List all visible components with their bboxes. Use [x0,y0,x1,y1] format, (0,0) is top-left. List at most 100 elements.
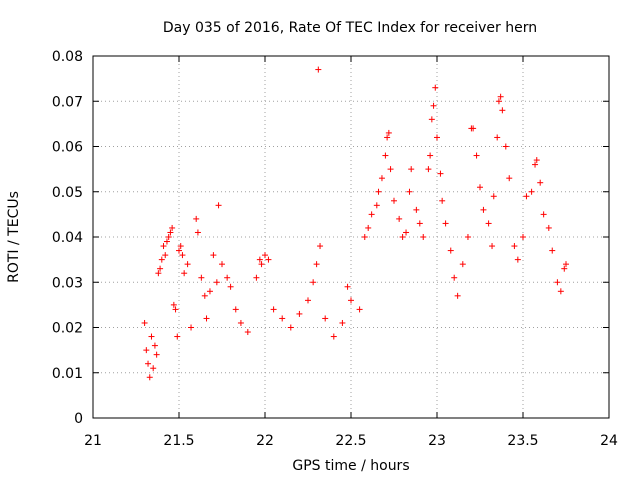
data-point [384,134,391,141]
data-point [310,279,317,286]
data-point [344,283,351,290]
data-point [143,347,150,354]
data-point [447,247,454,254]
data-point [206,288,213,295]
data-point [305,297,311,304]
data-point [172,306,179,313]
data-point [213,279,220,286]
data-point [201,292,208,299]
data-point [391,197,397,204]
data-point [477,184,483,191]
data-point [315,66,322,73]
data-point [563,261,569,268]
data-point [262,252,268,259]
data-point [375,188,382,195]
data-point [499,107,506,114]
data-point [227,283,234,290]
data-point [454,292,461,299]
data-point [151,342,158,349]
data-point [177,243,184,250]
data-point [382,152,389,159]
data-point [169,224,176,231]
data-point [174,333,181,340]
data-point [296,310,303,317]
data-point [317,243,324,250]
data-point [146,374,153,381]
data-point [356,306,363,313]
data-point [385,129,392,136]
data-point [373,202,380,209]
data-point [256,256,263,263]
data-point [464,234,471,240]
x-axis-label: GPS time / hours [292,458,409,474]
data-point [497,93,504,100]
x-tick-label: 21.5 [163,433,194,449]
data-point [545,224,552,231]
data-point [549,247,556,254]
data-point [198,274,205,281]
data-point [470,125,477,132]
data-point [348,297,354,304]
data-point [253,274,260,281]
data-point [387,166,394,173]
y-axis-label: ROTI / TECUs [6,191,22,283]
data-point [188,324,195,331]
data-point [167,229,174,236]
data-point [163,238,170,245]
data-point [557,288,564,295]
data-point [170,301,177,308]
y-tick-label: 0.03 [52,275,83,291]
data-point [399,234,406,240]
data-point [270,306,277,313]
data-point [193,215,200,222]
data-point [533,157,540,164]
data-point [442,220,449,227]
data-point [485,220,492,227]
data-point [184,261,191,268]
data-point [528,188,535,195]
data-point [165,234,172,240]
data-point [430,102,437,109]
data-point [157,265,164,272]
y-tick-label: 0.05 [52,185,83,201]
data-point [523,193,530,200]
data-point [210,252,217,259]
data-point [494,134,501,141]
data-point [537,179,544,186]
data-point [153,351,160,358]
data-point [145,360,152,367]
data-point [150,365,157,372]
data-point [160,243,167,250]
data-point [265,256,272,263]
data-point [489,243,496,250]
data-point [506,175,513,182]
data-point [408,166,415,173]
data-point [413,206,420,213]
data-point [141,319,148,326]
x-ticks: 21 21.5 22 22.5 23 23.5 24 [84,56,618,449]
data-point [155,270,162,277]
data-point [432,84,439,91]
y-tick-label: 0.04 [52,230,83,246]
data-point [339,319,346,326]
data-point [365,224,372,231]
data-point [420,234,427,240]
y-tick-label: 0.02 [52,321,83,337]
data-point [514,256,521,263]
data-point [439,197,446,204]
y-tick-label: 0 [74,411,83,427]
data-point [378,175,385,182]
x-tick-label: 22.5 [335,433,366,449]
data-point [287,324,294,331]
data-point [181,270,188,277]
data-point [194,229,201,236]
data-point [425,166,432,173]
data-point [148,333,155,340]
data-point [540,211,547,218]
data-point [368,211,375,218]
data-point [179,252,186,259]
x-tick-label: 22 [256,433,274,449]
data-point [215,202,222,209]
data-point [162,252,169,259]
